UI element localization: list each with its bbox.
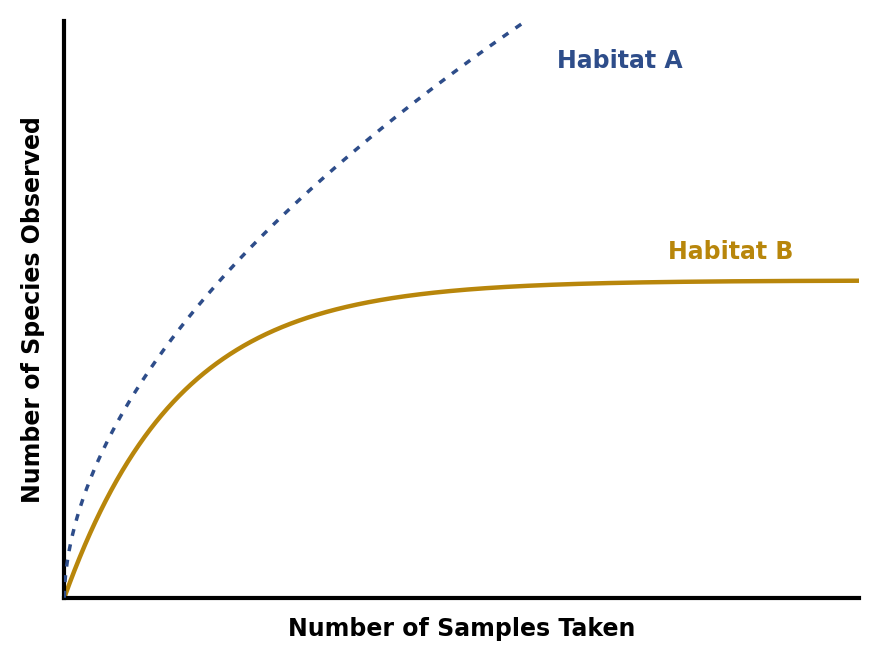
X-axis label: Number of Samples Taken: Number of Samples Taken: [288, 617, 635, 641]
Y-axis label: Number of Species Observed: Number of Species Observed: [21, 116, 45, 502]
Text: Habitat B: Habitat B: [669, 240, 794, 263]
Text: Habitat A: Habitat A: [557, 49, 683, 73]
